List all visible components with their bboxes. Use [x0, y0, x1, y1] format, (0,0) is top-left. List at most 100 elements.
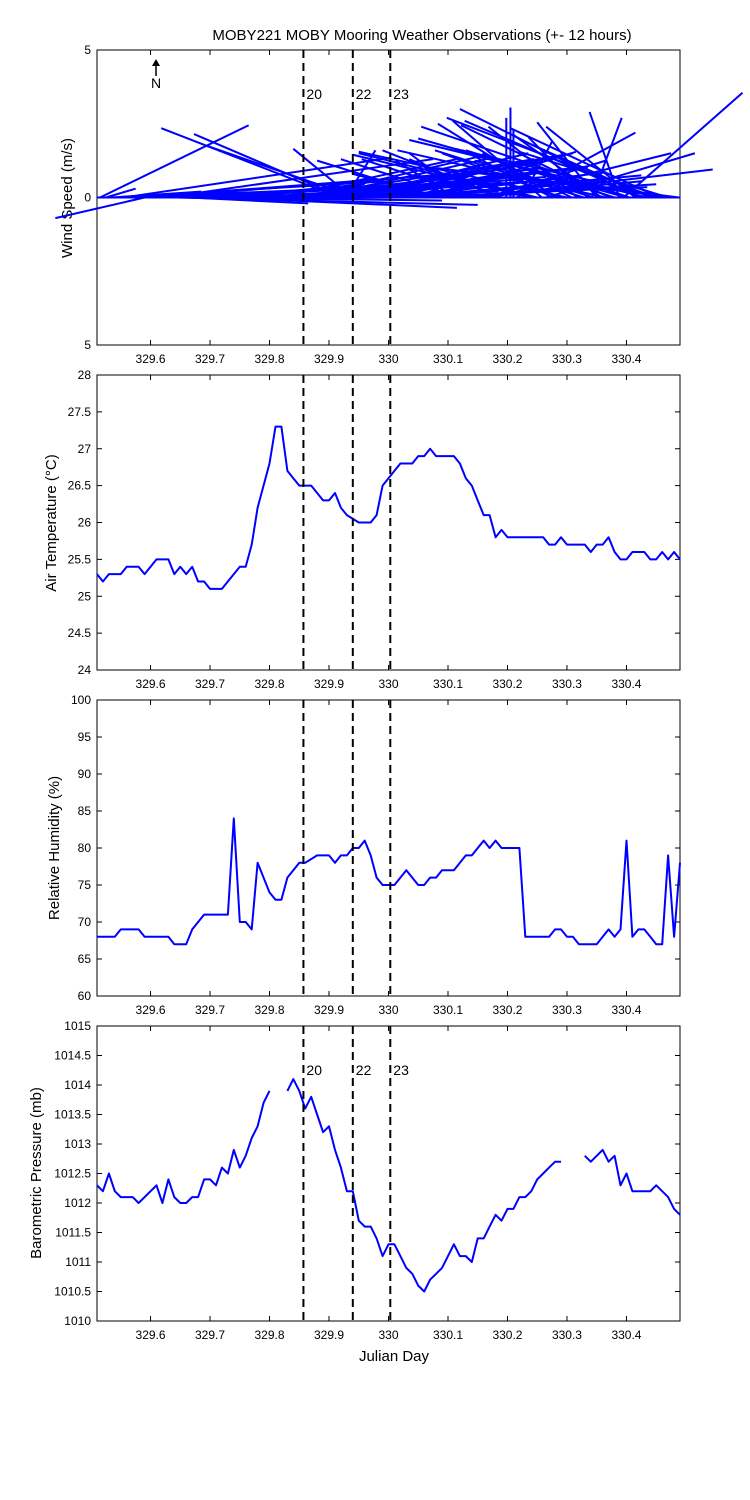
x-tick-label: 329.8	[255, 1003, 285, 1017]
x-tick-label: 330.1	[433, 1328, 463, 1342]
x-tick-label: 329.8	[255, 352, 285, 366]
wind-speed-panel: Wind Speed (m/s) N 329.6 329.7 329.8 329.9 3…	[55, 43, 744, 366]
y-tick-label: 70	[78, 915, 92, 929]
air-temperature-panel: Air Temperature (°C) 329.6 329.7 329.8 329.…	[43, 368, 681, 691]
x-tick-label: 329.8	[255, 1328, 285, 1342]
wind-stick	[189, 196, 309, 205]
y-tick-label: 25.5	[68, 552, 92, 566]
wind-stick	[340, 158, 461, 199]
wind-speed-ylabel: Wind Speed (m/s)	[59, 138, 76, 258]
x-tick-label: 329.9	[314, 352, 344, 366]
wind-stick	[55, 196, 145, 220]
x-tick-label: 330.1	[433, 677, 463, 691]
y-tick-label: 90	[78, 767, 92, 781]
air-temperature-ylabel: Air Temperature (°C)	[43, 454, 60, 591]
y-tick-label: 1010.5	[54, 1285, 91, 1299]
wind-stick	[123, 156, 392, 199]
y-tick-label: 5	[84, 338, 91, 352]
wind-stick	[519, 150, 669, 199]
x-tick-label: 329.6	[136, 352, 166, 366]
wind-stick	[352, 153, 532, 199]
data-series-line	[286, 1078, 561, 1293]
x-tick-label: 329.8	[255, 677, 285, 691]
y-tick-label: 1015	[64, 1019, 91, 1033]
data-series-line	[96, 425, 681, 590]
relative-humidity-ylabel: Relative Humidity (%)	[46, 776, 63, 920]
wind-stick	[591, 117, 623, 198]
y-tick-label: 1011	[65, 1255, 91, 1269]
north-arrow-head	[152, 59, 160, 66]
data-series-line	[97, 817, 681, 946]
y-tick-label: 1013.5	[54, 1108, 91, 1122]
x-axis-label: Julian Day	[359, 1348, 430, 1365]
event-marker-label: 20	[306, 1062, 322, 1078]
plot-area-frame	[96, 1025, 681, 1322]
x-tick-label: 330.2	[492, 1003, 522, 1017]
x-tick-label: 330.3	[552, 1003, 582, 1017]
wind-stick	[454, 147, 664, 199]
x-tick-label: 329.7	[195, 1328, 225, 1342]
y-tick-label: 60	[78, 989, 92, 1003]
y-tick-label: 1012	[64, 1196, 91, 1210]
wind-stick	[358, 152, 538, 199]
x-tick-label: 330.4	[611, 352, 641, 366]
barometric-pressure-ylabel: Barometric Pressure (mb)	[28, 1087, 45, 1259]
y-tick-label: 1014	[64, 1078, 91, 1092]
x-tick-label: 330	[378, 1328, 398, 1342]
x-tick-label: 330.2	[492, 352, 522, 366]
relative-humidity-panel: Relative Humidity (%) 329.6 329.7 329.8 329…	[46, 693, 681, 1017]
event-marker-label: 23	[393, 86, 409, 102]
event-marker-label: 22	[356, 1062, 372, 1078]
event-marker-label: 20	[306, 86, 322, 102]
y-tick-label: 95	[78, 730, 92, 744]
y-tick-label: 65	[78, 952, 92, 966]
wind-stick	[361, 158, 482, 199]
x-tick-label: 330.1	[433, 1003, 463, 1017]
y-tick-label: 1013	[64, 1137, 91, 1151]
x-tick-label: 330.2	[492, 677, 522, 691]
event-marker-label: 22	[356, 86, 372, 102]
wind-stick	[352, 172, 443, 199]
wind-stick	[622, 92, 744, 199]
x-tick-label: 329.9	[314, 1003, 344, 1017]
x-tick-label: 329.6	[136, 1328, 166, 1342]
y-tick-label: 85	[78, 804, 92, 818]
y-tick-label: 5	[84, 43, 91, 57]
x-tick-label: 330.3	[552, 677, 582, 691]
y-tick-label: 1010	[64, 1314, 91, 1328]
x-tick-label: 329.6	[136, 1003, 166, 1017]
wind-stick	[105, 187, 136, 199]
x-tick-label: 330	[378, 352, 398, 366]
wind-stick	[492, 152, 672, 199]
y-tick-label: 24	[78, 663, 92, 677]
y-tick-label: 25	[78, 589, 92, 603]
y-tick-label: 1014.5	[54, 1049, 91, 1063]
y-tick-label: 24.5	[68, 626, 92, 640]
wind-stick	[588, 111, 621, 198]
x-tick-label: 329.6	[136, 677, 166, 691]
x-tick-label: 330.3	[552, 1328, 582, 1342]
x-tick-label: 330.4	[611, 1003, 641, 1017]
data-series-line	[584, 1148, 681, 1216]
y-tick-label: 1011.5	[55, 1226, 91, 1240]
plot-area-frame	[96, 374, 681, 671]
wind-stick	[160, 127, 341, 199]
x-tick-label: 329.9	[314, 677, 344, 691]
plot-area-frame	[96, 699, 681, 997]
y-tick-label: 1012.5	[54, 1167, 91, 1181]
y-tick-label: 26.5	[68, 479, 92, 493]
wind-stick	[206, 144, 357, 199]
wind-stick	[218, 196, 457, 209]
y-tick-label: 26	[78, 516, 92, 530]
y-tick-label: 80	[78, 841, 92, 855]
y-tick-label: 27	[78, 442, 92, 456]
wind-stick	[470, 169, 679, 199]
x-tick-label: 329.7	[195, 1003, 225, 1017]
x-tick-label: 330	[378, 677, 398, 691]
x-tick-label: 329.9	[314, 1328, 344, 1342]
event-marker-label: 23	[393, 1062, 409, 1078]
y-tick-label: 27.5	[68, 405, 92, 419]
y-tick-label: 28	[78, 368, 92, 382]
wind-stick	[358, 150, 568, 199]
